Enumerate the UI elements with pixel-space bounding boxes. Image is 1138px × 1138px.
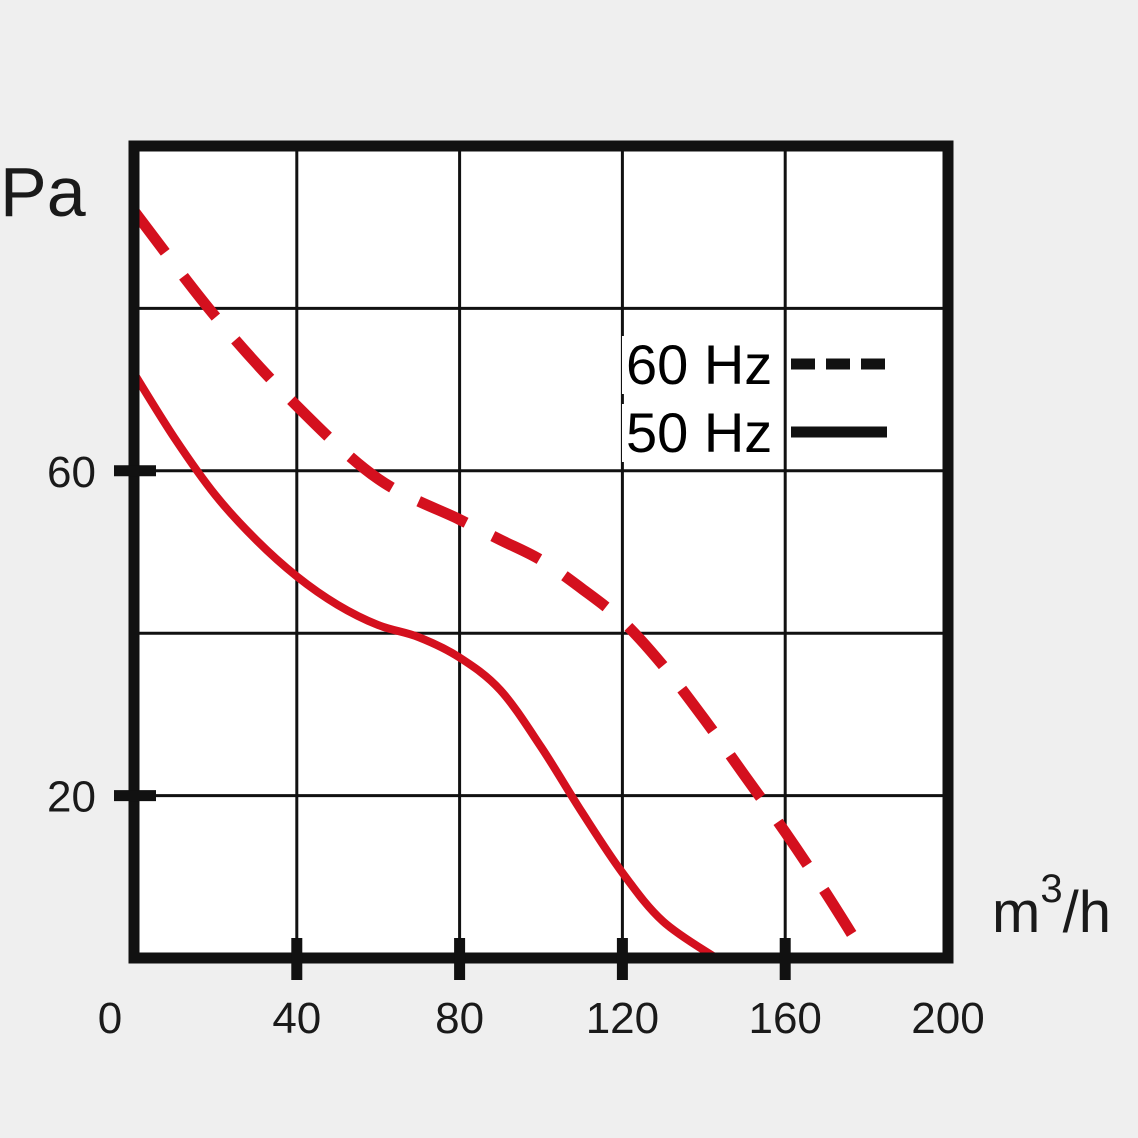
x-tick-label: 0 [98, 994, 122, 1043]
x-tick-label: 80 [435, 994, 484, 1043]
legend: 60 Hz 50 Hz [622, 333, 887, 464]
y-axis-label: Pa [0, 153, 86, 231]
x-axis-label-base: m [992, 880, 1040, 945]
x-axis-label: m3/h [992, 867, 1111, 945]
x-tick-label: 120 [586, 994, 659, 1043]
plot-frame [128, 140, 954, 964]
x-tick-label: 200 [911, 994, 984, 1043]
x-tick-label: 40 [272, 994, 321, 1043]
legend-background-2 [622, 404, 780, 462]
y-tick-label: 60 [47, 448, 96, 497]
legend-label-60hz: 60 Hz [626, 333, 772, 396]
tick-labels: 0 40 80 120 160 200 60 20 [47, 448, 985, 1043]
legend-background-1 [622, 336, 780, 394]
plot-area [134, 146, 948, 958]
curves [129, 207, 872, 962]
y-tick-label: 20 [47, 773, 96, 822]
series-line-50hz [130, 369, 721, 962]
series-line-60hz [129, 207, 872, 961]
x-axis-label-tail: /h [1063, 880, 1111, 945]
x-axis-label-sup: 3 [1040, 867, 1062, 911]
legend-label-50hz: 50 Hz [626, 401, 772, 464]
tick-marks [114, 465, 791, 980]
grid-lines [134, 146, 948, 958]
x-tick-label: 160 [748, 994, 821, 1043]
